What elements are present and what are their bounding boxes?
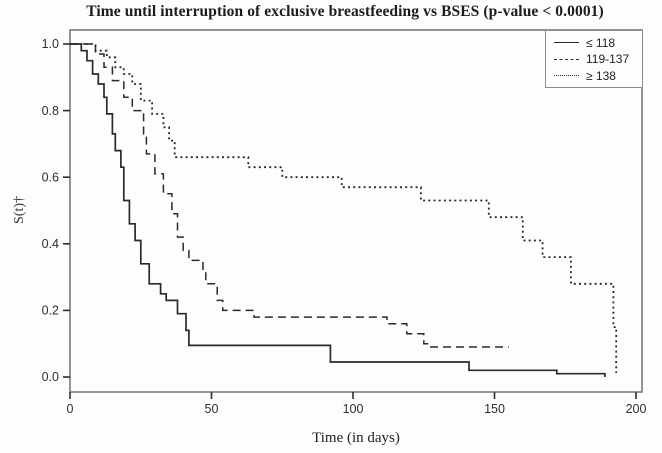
x-tick-label: 0 xyxy=(67,402,74,416)
legend-line-sample-solid xyxy=(554,42,579,43)
y-tick-label: 1.0 xyxy=(42,37,59,51)
survival-curves xyxy=(70,43,618,377)
x-tick-label: 200 xyxy=(626,402,647,416)
plot-border xyxy=(69,29,643,393)
chart-title: Time until interruption of exclusive bre… xyxy=(86,3,604,20)
x-axis-title: Time (in days) xyxy=(312,430,400,446)
legend: ≤ 118 119-137 ≥ 138 xyxy=(545,30,643,88)
y-axis-title: S(t)† xyxy=(12,196,27,224)
curve-le-118 xyxy=(70,43,606,377)
legend-label: 119-137 xyxy=(586,52,630,66)
x-axis-ticks: 0 50 100 150 200 xyxy=(67,392,647,416)
legend-label: ≤ 118 xyxy=(586,35,616,50)
y-axis-ticks: 0.0 0.2 0.4 0.6 0.8 1.0 xyxy=(42,37,70,384)
x-tick-label: 50 xyxy=(205,402,219,416)
legend-line-sample-dotted xyxy=(554,75,579,76)
legend-item-ge-138: ≥ 138 xyxy=(554,69,638,83)
y-tick-label: 0.4 xyxy=(42,237,59,251)
x-tick-label: 100 xyxy=(343,402,364,416)
y-tick-label: 0.0 xyxy=(42,370,59,384)
y-tick-label: 0.2 xyxy=(42,304,59,318)
curve-119-137 xyxy=(70,43,509,348)
legend-label: ≥ 138 xyxy=(586,68,616,83)
x-tick-label: 150 xyxy=(484,402,505,416)
legend-item-le-118: ≤ 118 xyxy=(554,36,638,50)
curve-ge-138 xyxy=(70,43,618,373)
legend-item-119-137: 119-137 xyxy=(554,52,638,66)
legend-line-sample-dashed xyxy=(554,58,579,60)
y-tick-label: 0.6 xyxy=(42,170,59,184)
y-tick-label: 0.8 xyxy=(42,104,59,118)
